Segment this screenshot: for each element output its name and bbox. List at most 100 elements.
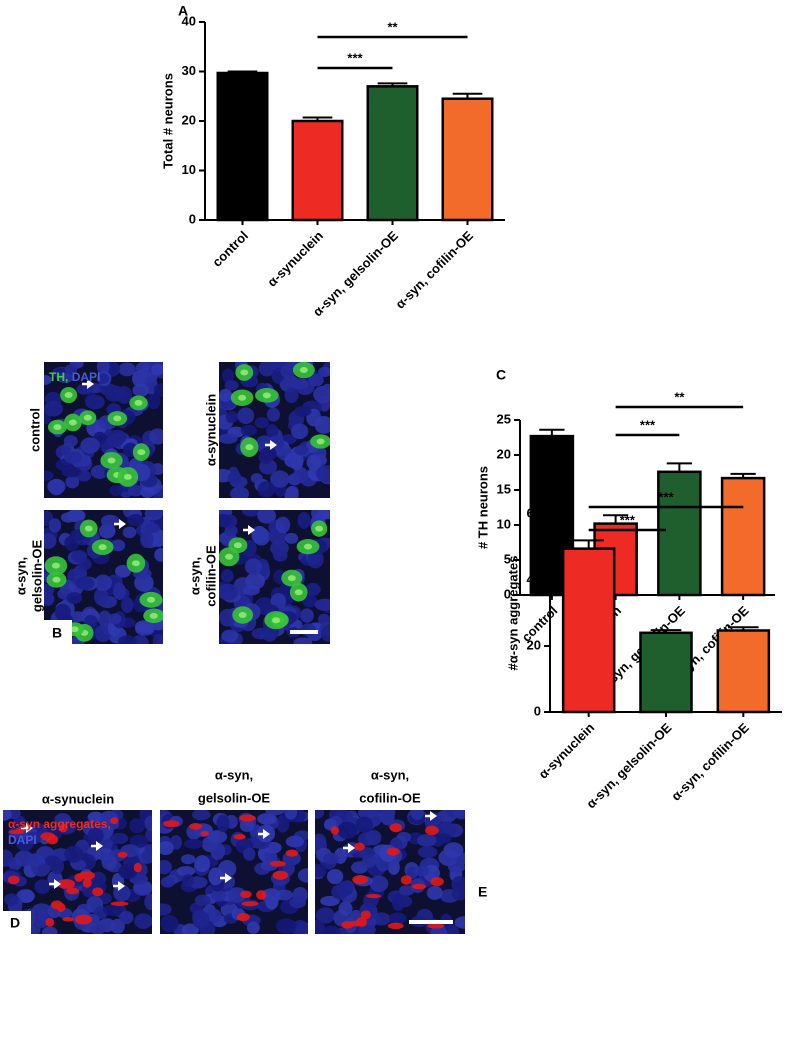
panel-letter: D: [10, 915, 20, 931]
nucleus: [240, 424, 257, 436]
nucleus: [194, 855, 211, 873]
y-tick-label: 5: [504, 551, 511, 566]
stain-core: [299, 367, 308, 374]
significance-label: ***: [658, 489, 674, 504]
nucleus: [219, 583, 238, 601]
nucleus: [286, 485, 299, 497]
significance-label: **: [674, 389, 685, 404]
y-tick-label: 10: [497, 516, 511, 531]
stain-blob: [162, 820, 180, 828]
arrow-head: [348, 843, 355, 853]
nucleus: [254, 417, 269, 429]
micrograph: [160, 810, 308, 934]
stain-blob: [74, 914, 93, 925]
stain-core: [238, 394, 247, 401]
stain-core: [245, 444, 254, 451]
stain-core: [272, 617, 281, 624]
y-axis-title: Total # neurons: [160, 73, 175, 169]
nucleus: [369, 875, 389, 893]
nucleus: [140, 486, 155, 498]
nucleus: [60, 512, 77, 523]
nucleus: [294, 444, 309, 456]
stain-core: [64, 392, 73, 399]
nucleus: [64, 451, 83, 464]
nucleus: [380, 810, 396, 818]
stain-blob: [354, 842, 365, 851]
stain-blob: [239, 814, 256, 822]
stain-core: [52, 576, 61, 583]
y-tick-label: 15: [497, 481, 511, 496]
nucleus: [451, 875, 465, 893]
nucleus: [191, 810, 211, 821]
nucleus: [80, 437, 101, 454]
nucleus: [160, 903, 172, 916]
nucleus: [118, 863, 138, 880]
arrow-head: [118, 881, 125, 891]
nucleus: [443, 842, 464, 858]
nucleus: [396, 831, 411, 843]
nucleus: [14, 850, 34, 867]
stain-core: [315, 525, 324, 532]
nucleus: [245, 572, 265, 590]
nucleus: [182, 874, 195, 887]
nucleus: [140, 530, 154, 549]
stain-blob: [57, 879, 76, 889]
nucleus: [135, 362, 150, 374]
nucleus: [284, 387, 299, 404]
nucleus: [272, 549, 288, 562]
stain-blob: [62, 916, 74, 922]
stain-core: [83, 414, 92, 421]
nucleus: [93, 587, 109, 606]
nucleus: [252, 527, 271, 546]
nucleus: [3, 893, 19, 906]
nucleus: [454, 916, 465, 929]
nucleus: [207, 908, 222, 923]
stain-blob: [82, 878, 92, 888]
y-tick-label: 10: [182, 162, 196, 177]
nucleus: [65, 475, 80, 489]
nucleus: [280, 364, 296, 379]
stain-blob: [430, 877, 444, 887]
stain-core: [233, 542, 242, 549]
stain-core: [238, 611, 247, 618]
nucleus: [16, 889, 35, 903]
stain-core: [51, 562, 60, 569]
y-tick-label: 40: [182, 13, 196, 28]
nucleus: [300, 608, 314, 623]
nucleus: [90, 923, 106, 934]
nucleus: [219, 513, 233, 528]
nucleus: [371, 912, 391, 926]
scale-bar: [409, 920, 453, 924]
stain-blob: [241, 901, 259, 907]
nucleus: [24, 831, 42, 845]
nucleus: [101, 854, 118, 871]
nucleus: [262, 626, 278, 642]
bar: [716, 629, 771, 714]
nucleus: [246, 921, 260, 934]
bar: [441, 97, 494, 222]
stain-blob: [272, 870, 289, 880]
nucleus: [41, 926, 58, 934]
stain-core: [287, 575, 296, 582]
nucleus: [110, 539, 126, 552]
nucleus: [308, 373, 324, 387]
nucleus: [300, 623, 316, 637]
nucleus: [98, 523, 116, 539]
bar: [366, 85, 419, 222]
image-label: α-syn,: [371, 767, 409, 782]
nucleus: [436, 821, 456, 838]
nucleus: [71, 550, 88, 563]
nucleus: [134, 620, 155, 633]
nucleus: [321, 925, 341, 934]
nucleus: [270, 470, 290, 488]
nucleus: [265, 810, 285, 816]
micrograph: [219, 362, 330, 498]
nucleus: [113, 582, 126, 600]
nucleus: [227, 471, 242, 485]
nucleus: [291, 919, 308, 934]
nucleus: [64, 846, 84, 863]
stain-blob: [389, 823, 402, 833]
nucleus: [293, 406, 312, 417]
image-label: gelsolin-OE: [198, 790, 271, 805]
stain-core: [131, 560, 140, 567]
